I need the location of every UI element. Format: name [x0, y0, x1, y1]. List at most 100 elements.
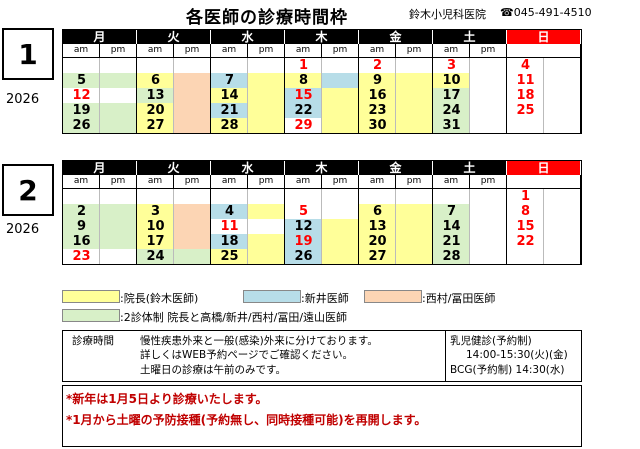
day-number: 24 — [442, 103, 461, 118]
weekday-label: 火 — [137, 161, 211, 175]
day-number: 14 — [220, 88, 239, 103]
time-slot — [100, 103, 137, 118]
time-slot — [63, 189, 100, 204]
calendar-january: 月火水木金土日 am pm am pm am pm am pm am pm am pm 1 2 3 4 5 6 7 8 9… — [62, 29, 582, 134]
time-slot — [470, 204, 507, 219]
time-slot — [211, 234, 248, 249]
time-slot — [544, 204, 581, 219]
calendar-february: 月火水木金土日 am pm am pm am pm am pm am pm am pm 1 2 3 4 5 6 7 8 9… — [62, 160, 582, 265]
time-slot — [359, 189, 396, 204]
time-slot — [174, 234, 211, 249]
day-number: 13 — [146, 88, 165, 103]
ampm-label: pm — [322, 44, 359, 57]
time-slot — [285, 103, 322, 118]
day-number: 2 — [372, 58, 383, 73]
bcg-info: BCG(予約制) 14:30(水) — [450, 364, 565, 376]
time-slot — [100, 219, 137, 234]
time-slot — [322, 189, 359, 204]
time-slot — [433, 73, 470, 88]
time-slot — [137, 103, 174, 118]
day-number: 31 — [442, 118, 461, 133]
time-slot — [285, 118, 322, 133]
hours-line1: 慢性疾患外来と一般(感染)外来に分けております。 — [140, 335, 378, 347]
day-number: 16 — [368, 88, 387, 103]
time-slot — [285, 249, 322, 264]
time-slot — [470, 249, 507, 264]
time-slot — [285, 219, 322, 234]
checkup-time: 14:00-15:30(火)(金) — [466, 349, 568, 361]
time-slot — [63, 73, 100, 88]
day-number: 4 — [224, 204, 235, 219]
time-slot — [396, 88, 433, 103]
time-slot — [359, 234, 396, 249]
time-slot — [285, 88, 322, 103]
sunday-ampm-blank — [507, 44, 581, 57]
time-slot — [507, 234, 544, 249]
weekday-header: 月火水木金土日 — [63, 30, 581, 44]
day-number: 16 — [72, 234, 91, 249]
day-number: 9 — [76, 219, 87, 234]
time-slot — [211, 73, 248, 88]
time-slot — [359, 249, 396, 264]
time-slot — [396, 249, 433, 264]
time-slot — [544, 219, 581, 234]
time-slot — [137, 204, 174, 219]
day-number: 7 — [224, 73, 235, 88]
ampm-label: am — [137, 175, 174, 188]
ampm-label: am — [433, 175, 470, 188]
time-slot — [137, 88, 174, 103]
time-slot — [63, 103, 100, 118]
day-number: 13 — [368, 219, 387, 234]
time-slot — [211, 189, 248, 204]
day-number: 17 — [146, 234, 165, 249]
day-number: 5 — [76, 73, 87, 88]
time-slot — [470, 73, 507, 88]
weekday-label: 月 — [63, 161, 137, 175]
day-number: 20 — [368, 234, 387, 249]
day-number: 11 — [220, 219, 239, 234]
clinic-phone: ☎045-491-4510 — [500, 6, 592, 19]
time-slot — [396, 234, 433, 249]
day-number: 5 — [298, 204, 309, 219]
time-slot — [211, 204, 248, 219]
ampm-label: pm — [396, 175, 433, 188]
ampm-label: pm — [174, 175, 211, 188]
time-slot — [63, 88, 100, 103]
page-title: 各医師の診療時間枠 — [186, 8, 348, 28]
time-slot — [100, 234, 137, 249]
time-slot — [137, 118, 174, 133]
time-slot — [285, 189, 322, 204]
time-slot — [396, 103, 433, 118]
time-slot — [507, 204, 544, 219]
time-slot — [174, 103, 211, 118]
time-slot — [174, 73, 211, 88]
ampm-label: pm — [322, 175, 359, 188]
weekday-label: 水 — [211, 30, 285, 44]
time-slot — [137, 219, 174, 234]
time-slot — [359, 219, 396, 234]
time-slot — [507, 118, 544, 133]
day-number: 6 — [372, 204, 383, 219]
ampm-label: am — [137, 44, 174, 57]
time-slot — [248, 189, 285, 204]
day-number: 15 — [516, 219, 535, 234]
time-slot — [137, 249, 174, 264]
time-slot — [322, 204, 359, 219]
day-number: 14 — [442, 219, 461, 234]
day-number: 1 — [520, 189, 531, 204]
time-slot — [248, 103, 285, 118]
weekday-label: 金 — [359, 30, 433, 44]
time-slot — [433, 189, 470, 204]
weekday-label: 火 — [137, 30, 211, 44]
time-slot — [359, 204, 396, 219]
ampm-label: pm — [248, 44, 285, 57]
time-slot — [544, 118, 581, 133]
time-slot — [470, 103, 507, 118]
ampm-header: am pm am pm am pm am pm am pm am pm — [63, 44, 581, 58]
month-label-feb: 2 — [2, 164, 54, 216]
time-slot — [396, 189, 433, 204]
time-slot — [433, 234, 470, 249]
time-slot — [63, 58, 100, 73]
time-slot — [100, 58, 137, 73]
time-slot — [285, 58, 322, 73]
